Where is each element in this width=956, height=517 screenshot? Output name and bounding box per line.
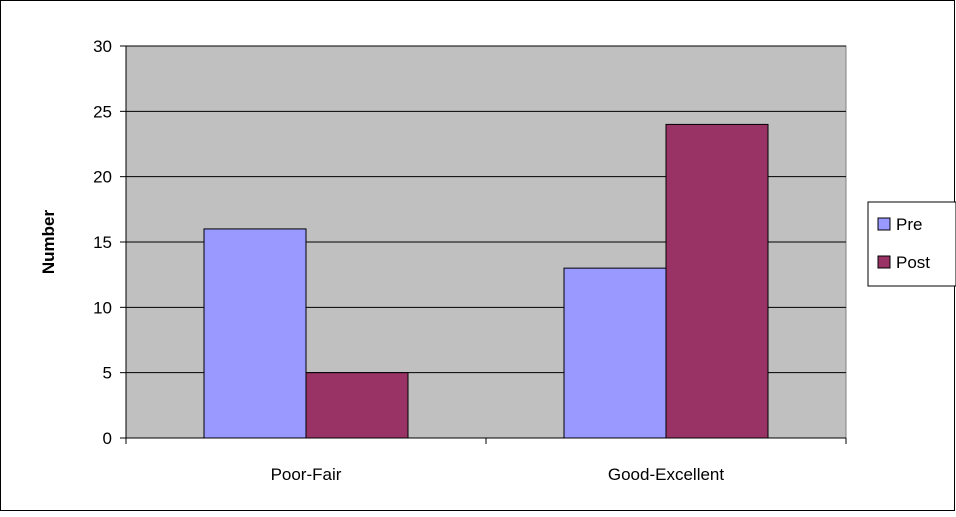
bar-pre-good-excellent — [563, 267, 667, 439]
bar-post-good-excellent — [665, 123, 769, 439]
y-axis-label: Number — [39, 210, 58, 275]
legend-swatch-post — [877, 255, 891, 269]
y-tick-label: 15 — [93, 233, 112, 252]
legend-swatch-pre — [877, 217, 891, 231]
bar-post-poor-fair — [305, 372, 409, 439]
y-tick-label: 20 — [93, 168, 112, 187]
x-tick-label: Good-Excellent — [608, 465, 725, 484]
y-tick-label: 5 — [103, 364, 112, 383]
legend-label-pre: Pre — [896, 215, 922, 234]
bars — [203, 123, 769, 439]
y-tick-label: 30 — [93, 37, 112, 56]
x-tick-label: Poor-Fair — [271, 465, 342, 484]
y-tick-label: 25 — [93, 102, 112, 121]
legend: Pre Post — [867, 201, 956, 287]
legend-box — [867, 201, 956, 287]
axes — [120, 45, 847, 444]
legend-label-post: Post — [896, 253, 930, 272]
bar-pre-poor-fair — [203, 228, 307, 439]
tick-labels: 0 5 10 15 20 25 30 Poor-Fair Good-Excellent — [93, 37, 724, 484]
y-tick-label: 0 — [103, 429, 112, 448]
y-tick-label: 10 — [93, 298, 112, 317]
